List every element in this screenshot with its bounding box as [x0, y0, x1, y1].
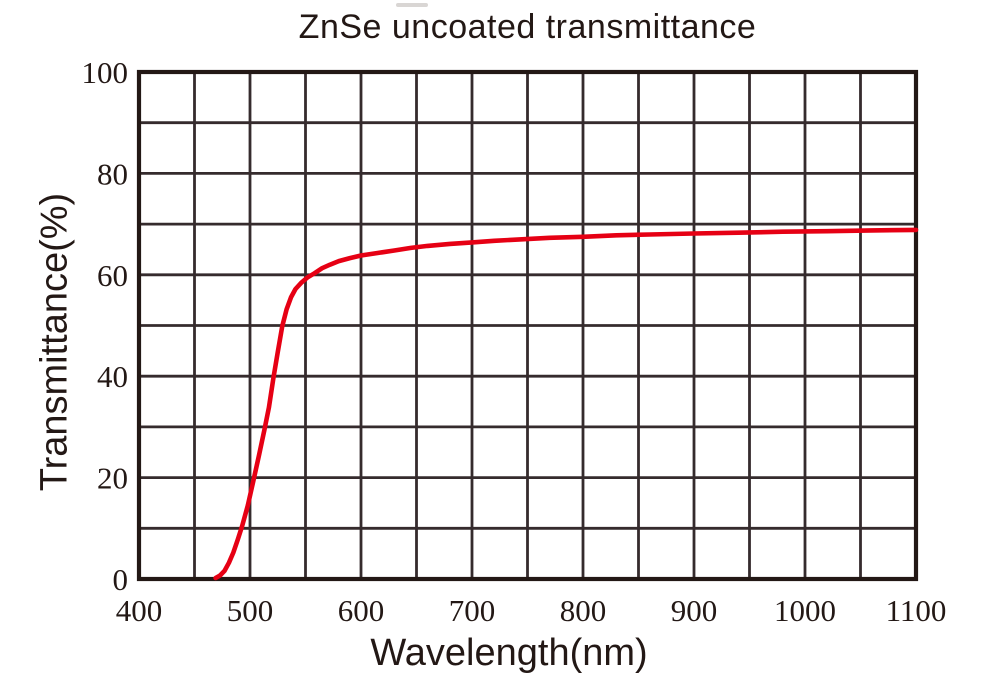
transmittance-curve [213, 227, 919, 581]
x-tick-label: 900 [671, 593, 718, 628]
chart-title: ZnSe uncoated transmittance [298, 8, 757, 46]
x-axis-title: Wavelength(nm) [370, 632, 648, 674]
x-tick-label: 1100 [886, 593, 947, 628]
y-tick-label: 80 [97, 156, 128, 191]
y-tick-label: 0 [113, 562, 129, 597]
x-tick-label: 700 [449, 593, 496, 628]
y-tick-label: 40 [97, 359, 128, 394]
x-tick-label: 800 [560, 593, 607, 628]
x-tick-label: 400 [116, 593, 163, 628]
y-tick-label: 100 [82, 55, 129, 90]
y-axis-title: Transmittance(%) [33, 192, 76, 492]
x-tick-label: 500 [227, 593, 274, 628]
y-tick-label: 60 [97, 258, 128, 293]
x-tick-label: 600 [338, 593, 385, 628]
plot-border [136, 69, 919, 582]
x-tick-label: 1000 [774, 593, 836, 628]
y-tick-label: 20 [97, 461, 128, 496]
smudge-artifact [396, 3, 428, 7]
